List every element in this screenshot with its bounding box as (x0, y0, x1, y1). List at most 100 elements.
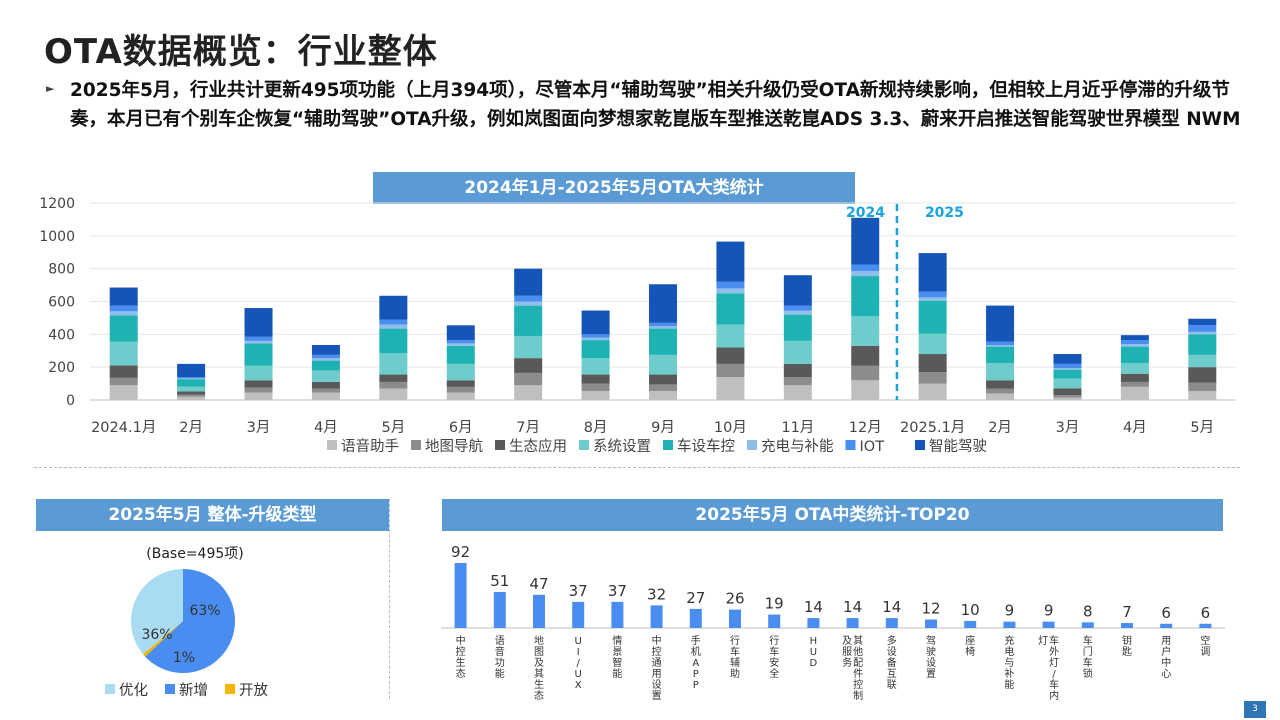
bar-segment (311, 392, 340, 400)
category-label: 能 (1004, 678, 1014, 691)
category-label: 图 (534, 646, 544, 658)
page-title: OTA数据概览：行业整体 (44, 32, 438, 72)
category-label: U (575, 669, 582, 680)
data-label: 14 (804, 598, 823, 616)
data-label: 27 (686, 589, 705, 607)
bar-segment (446, 345, 475, 364)
category-label: 外 (1049, 646, 1059, 658)
bar-segment (918, 253, 947, 292)
data-label: 37 (608, 582, 627, 600)
bar-segment (1188, 334, 1217, 355)
bar (1160, 623, 1173, 628)
bar-segment (649, 354, 677, 375)
bar-segment (177, 396, 206, 400)
bar-segment (783, 310, 812, 315)
category-label: P (693, 669, 699, 680)
bar-segment (851, 217, 880, 265)
bar-segment (649, 384, 677, 391)
category-label: 智 (612, 656, 622, 669)
category-label: 及 (842, 635, 852, 647)
data-label: 6 (1201, 604, 1211, 622)
data-label: 92 (451, 543, 470, 561)
bar-segment (1188, 331, 1217, 335)
bar-segment (514, 268, 543, 296)
y-tick-label: 800 (48, 262, 75, 278)
year-label-2025: 2025 (925, 205, 964, 221)
bar-segment (986, 393, 1015, 400)
x-tick-label: 2025.1月 (900, 420, 965, 436)
x-tick-label: 10月 (714, 420, 747, 436)
x-tick-label: 12月 (849, 420, 882, 436)
category-label: 椅 (965, 645, 975, 658)
bar-segment (514, 335, 543, 359)
category-label: 心 (1161, 668, 1171, 680)
bar-segment (851, 271, 880, 277)
bar-segment (109, 377, 138, 386)
category-label: 车 (1083, 634, 1093, 647)
category-label: U (575, 636, 582, 647)
bar-segment (1120, 344, 1149, 347)
x-tick-label: 7月 (516, 420, 540, 436)
bar-segment (177, 386, 206, 392)
bar-segment (1053, 397, 1082, 400)
category-label: 置 (652, 690, 662, 702)
bar-segment (581, 310, 610, 335)
bar-segment (109, 305, 138, 312)
bar-segment (311, 388, 340, 393)
category-label: X (575, 680, 582, 691)
pie-chart-title-banner: 2025年5月 整体-升级类型 (36, 499, 389, 531)
section-divider (34, 467, 1240, 468)
bar (729, 609, 741, 628)
bar-segment (177, 378, 206, 380)
bar-segment (1120, 346, 1149, 364)
category-label: 地 (534, 634, 544, 647)
bar-segment (783, 377, 812, 386)
category-label: 态 (456, 667, 466, 680)
category-label: 通 (652, 657, 662, 669)
top20-chart-title-banner: 2025年5月 OTA中类统计-TOP20 (442, 499, 1223, 531)
category-label: 车 (769, 645, 779, 658)
category-label: 与 (1004, 657, 1014, 669)
bar-segment (1053, 378, 1082, 389)
x-tick-label: 8月 (584, 420, 608, 436)
bar-segment (986, 341, 1015, 346)
bar (925, 619, 937, 628)
bar-segment (918, 297, 947, 301)
bar-segment (649, 326, 677, 329)
data-label: 14 (882, 598, 901, 616)
category-label: 用 (652, 669, 662, 680)
y-tick-label: 0 (66, 393, 75, 409)
bar-segment (918, 354, 947, 373)
legend-swatch (915, 440, 925, 450)
bar-segment (446, 392, 475, 400)
bar-segment (649, 284, 677, 323)
legend-label: 地图导航 (425, 438, 483, 455)
category-label: 生 (534, 678, 544, 691)
category-label: 能 (612, 667, 622, 680)
bar-segment (109, 341, 138, 366)
legend-swatch (579, 440, 589, 450)
bar-segment (1120, 340, 1149, 345)
category-label: 调 (1200, 646, 1210, 658)
bar-segment (514, 372, 543, 386)
bar-segment (1053, 369, 1082, 379)
category-label: 态 (534, 689, 544, 702)
data-label: 19 (765, 595, 784, 613)
category-label: P (693, 680, 699, 691)
bar-segment (1053, 367, 1082, 370)
category-label: 中 (1161, 656, 1171, 669)
bar-segment (311, 354, 340, 359)
bar (964, 620, 977, 628)
category-label: 中 (456, 634, 466, 647)
summary-text: 2025年5月，行业共计更新495项功能（上月394项），尽管本月“辅助驾驶”相… (70, 80, 1241, 130)
category-label: H (810, 636, 818, 647)
bar-segment (581, 334, 610, 338)
x-tick-label: 11月 (781, 420, 814, 436)
data-label: 51 (490, 572, 509, 590)
category-label: 行 (730, 634, 740, 647)
legend-label: IOT (860, 439, 885, 455)
bar-segment (1120, 381, 1149, 387)
bar-segment (379, 381, 408, 389)
category-label: 情 (612, 634, 622, 647)
